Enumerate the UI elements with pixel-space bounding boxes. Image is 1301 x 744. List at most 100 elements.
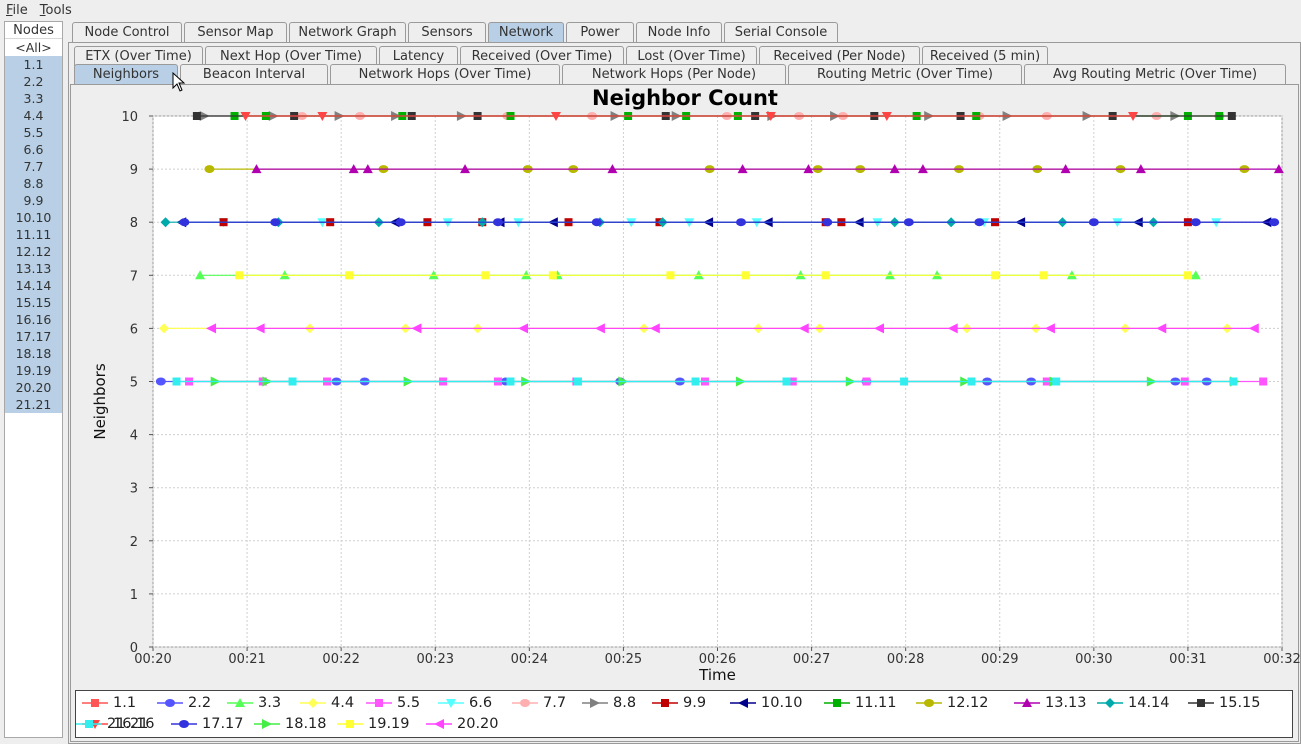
node-item[interactable]: 4.4 xyxy=(5,107,62,124)
node-item[interactable]: 7.7 xyxy=(5,158,62,175)
subtab-next-hop-over-time[interactable]: Next Hop (Over Time) xyxy=(205,46,377,66)
legend-label: 2.2 xyxy=(188,695,212,711)
subtab-network-hops-over-time[interactable]: Network Hops (Over Time) xyxy=(330,64,560,84)
menu-tools[interactable]: Tools xyxy=(39,2,72,18)
legend-item: 21.21 xyxy=(76,716,149,732)
node-item[interactable]: 13.13 xyxy=(5,260,62,277)
legend-marker xyxy=(308,698,318,708)
node-item-all[interactable]: <All> xyxy=(5,39,62,56)
node-item[interactable]: 12.12 xyxy=(5,243,62,260)
tab-sensor-map[interactable]: Sensor Map xyxy=(184,22,287,42)
node-item[interactable]: 16.16 xyxy=(5,311,62,328)
y-tick-label: 1 xyxy=(130,588,138,603)
subtab-routing-metric-over-time[interactable]: Routing Metric (Over Time) xyxy=(788,64,1022,84)
subtab-beacon-interval[interactable]: Beacon Interval xyxy=(180,64,328,84)
chart-title: Neighbor Count xyxy=(592,86,778,110)
data-point xyxy=(1060,164,1071,174)
subtab-network-hops-per-node[interactable]: Network Hops (Per Node) xyxy=(562,64,786,84)
node-item[interactable]: 11.11 xyxy=(5,226,62,243)
legend-marker xyxy=(91,699,99,707)
subtab-lost-over-time[interactable]: Lost (Over Time) xyxy=(626,46,757,66)
subtab-received-5-min[interactable]: Received (5 min) xyxy=(922,46,1048,66)
data-point xyxy=(1039,271,1048,280)
node-item[interactable]: 18.18 xyxy=(5,345,62,362)
data-point xyxy=(204,165,215,174)
legend-item: 1.1 xyxy=(82,695,136,711)
legend-marker-icon xyxy=(582,698,608,708)
subtab-avg-routing-metric-over-time[interactable]: Avg Routing Metric (Over Time) xyxy=(1024,64,1286,84)
legend-marker-icon xyxy=(254,719,280,729)
node-item[interactable]: 21.21 xyxy=(5,396,62,413)
legend-item: 20.20 xyxy=(426,716,499,732)
node-item[interactable]: 20.20 xyxy=(5,379,62,396)
data-point xyxy=(235,271,244,280)
y-tick-label: 10 xyxy=(121,110,138,125)
node-item[interactable]: 10.10 xyxy=(5,209,62,226)
menu-file[interactable]: File xyxy=(6,2,28,18)
node-item[interactable]: 1.1 xyxy=(5,56,62,73)
data-point xyxy=(317,112,328,121)
tab-sensors[interactable]: Sensors xyxy=(408,22,486,42)
x-tick-label: 00:28 xyxy=(887,652,924,667)
data-point xyxy=(348,164,359,174)
tab-serial-console[interactable]: Serial Console xyxy=(724,22,838,42)
tab-node-info[interactable]: Node Info xyxy=(636,22,722,42)
subtab-received-per-node[interactable]: Received (Per Node) xyxy=(759,46,920,66)
node-item[interactable]: 5.5 xyxy=(5,124,62,141)
data-point xyxy=(736,218,747,227)
data-point xyxy=(288,377,297,386)
legend-marker-icon xyxy=(76,720,102,728)
legend-label: 6.6 xyxy=(469,695,493,711)
node-item[interactable]: 2.2 xyxy=(5,73,62,90)
data-point xyxy=(1229,377,1238,386)
subtab-etx-over-time[interactable]: ETX (Over Time) xyxy=(74,46,203,66)
tab-power[interactable]: Power xyxy=(566,22,634,42)
node-item[interactable]: 17.17 xyxy=(5,328,62,345)
tab-network-graph[interactable]: Network Graph xyxy=(289,22,406,42)
node-item[interactable]: 19.19 xyxy=(5,362,62,379)
menu-bar: File Tools xyxy=(0,0,1301,20)
data-point xyxy=(1128,112,1139,121)
subtab-neighbors[interactable]: Neighbors xyxy=(74,64,178,84)
x-tick-label: 00:26 xyxy=(699,652,736,667)
mouse-cursor-icon xyxy=(172,72,186,92)
legend-label: 11.11 xyxy=(855,695,897,711)
data-point xyxy=(395,218,406,227)
data-point xyxy=(254,323,265,334)
legend-item: 18.18 xyxy=(254,716,327,732)
chart-legend: 1.1 2.2 3.3 4.4 5.5 6.6 7.7 8.8 9.9 10.10 11.11 12.… xyxy=(75,690,1293,738)
x-tick-label: 00:23 xyxy=(417,652,454,667)
node-item[interactable]: 3.3 xyxy=(5,90,62,107)
legend-marker xyxy=(1105,698,1115,708)
legend-label: 12.12 xyxy=(947,695,989,711)
main-tab-bar: Node Control Sensor Map Network Graph Senso… xyxy=(72,22,840,42)
legend-marker-icon xyxy=(438,699,464,708)
node-item[interactable]: 6.6 xyxy=(5,141,62,158)
legend-item: 10.10 xyxy=(730,695,803,711)
sub-tab-bar-row2: Neighbors Beacon Interval Network Hops (Ov… xyxy=(74,64,1288,84)
data-point xyxy=(1259,377,1268,386)
node-item[interactable]: 9.9 xyxy=(5,192,62,209)
x-tick-label: 00:27 xyxy=(793,652,830,667)
x-axis-label: Time xyxy=(698,666,736,684)
node-item[interactable]: 15.15 xyxy=(5,294,62,311)
y-tick-label: 2 xyxy=(130,535,138,550)
legend-label: 18.18 xyxy=(285,716,327,732)
tab-network[interactable]: Network xyxy=(488,22,564,42)
sub-tab-bar-row1: ETX (Over Time) Next Hop (Over Time) Laten… xyxy=(74,46,1050,66)
legend-item: 5.5 xyxy=(366,695,420,711)
tab-node-control[interactable]: Node Control xyxy=(72,22,182,42)
data-point xyxy=(550,112,561,121)
data-point xyxy=(1156,323,1167,334)
data-point xyxy=(991,271,1000,280)
subtab-latency[interactable]: Latency xyxy=(379,46,458,66)
data-point xyxy=(251,164,262,174)
legend-item: 9.9 xyxy=(652,695,706,711)
node-item[interactable]: 14.14 xyxy=(5,277,62,294)
legend-label: 3.3 xyxy=(258,695,282,711)
node-item[interactable]: 8.8 xyxy=(5,175,62,192)
data-point xyxy=(782,377,791,386)
data-point xyxy=(206,323,217,334)
y-tick-label: 5 xyxy=(130,376,138,391)
subtab-received-over-time[interactable]: Received (Over Time) xyxy=(460,46,624,66)
